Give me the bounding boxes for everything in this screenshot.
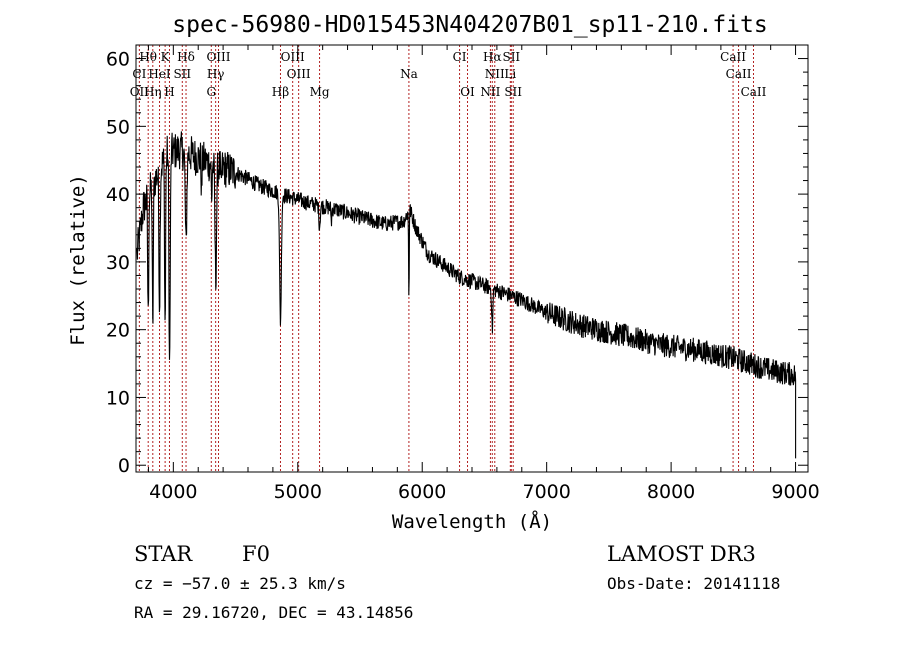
spectrum-series-line bbox=[136, 131, 797, 459]
line-label: NII bbox=[485, 67, 505, 81]
line-label: Hγ bbox=[207, 67, 225, 81]
x-axis-label: Wavelength (Å) bbox=[392, 510, 552, 533]
line-label: Hδ bbox=[177, 50, 195, 64]
emission-line-markers bbox=[138, 45, 754, 472]
y-axis-label: Flux (relative) bbox=[67, 174, 89, 346]
x-tick-label: 6000 bbox=[398, 481, 446, 503]
x-tick-label: 9000 bbox=[771, 481, 819, 503]
object-class: STAR bbox=[134, 542, 193, 566]
line-label: Hη bbox=[144, 85, 162, 99]
line-label: NII bbox=[480, 85, 500, 99]
line-label: OI bbox=[460, 85, 475, 99]
observation-date: Obs-Date: 20141118 bbox=[607, 574, 780, 593]
line-label: CI bbox=[132, 67, 146, 81]
line-label: CI bbox=[453, 50, 467, 64]
line-label: OIII bbox=[281, 50, 305, 64]
line-label: HeI bbox=[148, 67, 171, 81]
y-tick-label: 30 bbox=[106, 252, 130, 274]
line-label: H bbox=[164, 85, 174, 99]
survey-name: LAMOST DR3 bbox=[607, 542, 756, 566]
line-label: Mg bbox=[310, 85, 330, 99]
y-tick-label: 20 bbox=[106, 320, 130, 342]
chart-title: spec-56980-HD015453N404207B01_sp11-210.f… bbox=[172, 12, 767, 38]
x-tick-label: 8000 bbox=[647, 481, 695, 503]
line-label: OIII bbox=[206, 50, 230, 64]
x-tick-label: 7000 bbox=[522, 481, 570, 503]
line-label: SII bbox=[504, 85, 522, 99]
line-label: G bbox=[206, 85, 216, 99]
line-label: CaII bbox=[726, 67, 752, 81]
y-tick-label: 40 bbox=[106, 184, 130, 206]
x-tick-label: 4000 bbox=[149, 481, 197, 503]
line-label: SII bbox=[173, 67, 191, 81]
redshift-text: cz = −57.0 ± 25.3 km/s bbox=[134, 574, 346, 593]
line-label: OII bbox=[130, 85, 150, 99]
object-subclass: F0 bbox=[242, 542, 270, 566]
line-label: Li bbox=[504, 67, 516, 81]
line-label: CaII bbox=[720, 50, 746, 64]
line-label: Hα bbox=[483, 50, 502, 64]
line-label: CaII bbox=[741, 85, 767, 99]
y-tick-label: 60 bbox=[106, 49, 130, 71]
line-label: SII bbox=[502, 50, 520, 64]
coordinates-text: RA = 29.16720, DEC = 43.14856 bbox=[134, 603, 413, 622]
x-tick-label: 5000 bbox=[274, 481, 322, 503]
y-tick-label: 0 bbox=[118, 455, 130, 477]
line-label: OIII bbox=[287, 67, 311, 81]
line-label: K bbox=[161, 50, 171, 64]
y-tick-label: 10 bbox=[106, 387, 130, 409]
line-label: Hβ bbox=[272, 85, 289, 99]
y-tick-label: 50 bbox=[106, 116, 130, 138]
line-label: Hθ bbox=[139, 50, 157, 64]
x-axis-ticks: 4000 5000 6000 7000 8000 9000 bbox=[147, 45, 820, 503]
line-label: Na bbox=[400, 67, 418, 81]
y-axis-ticks: 0 10 20 30 40 50 60 bbox=[106, 49, 808, 477]
